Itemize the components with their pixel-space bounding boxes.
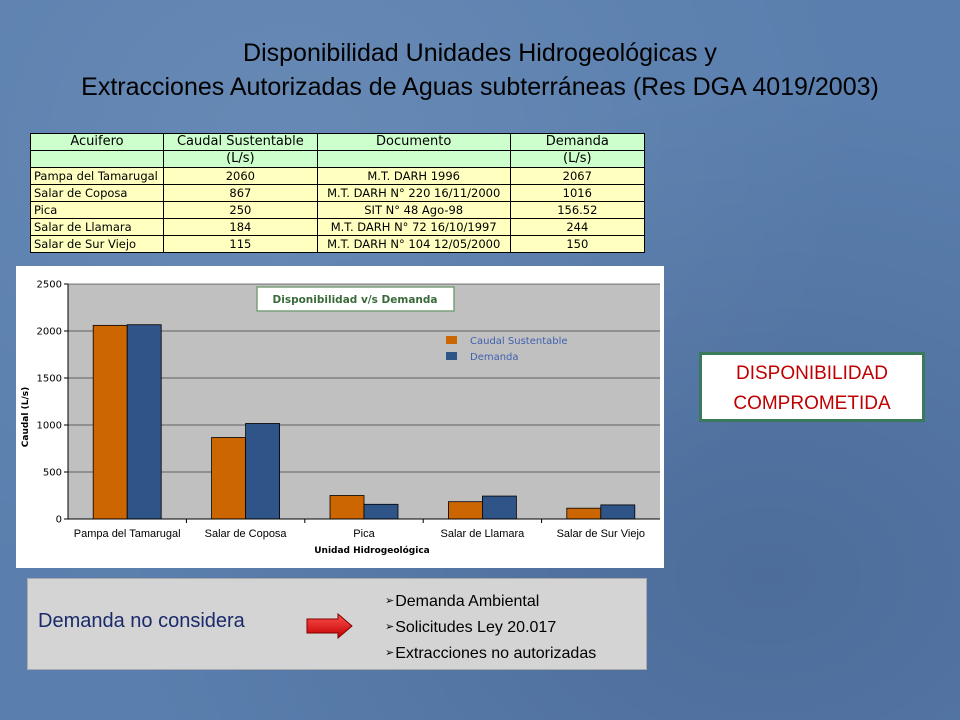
bar-chart: 0 500 1000 1500 2000 2500 Pampa del Tamarugal S… [21, 280, 660, 556]
cell-acuifero: Pampa del Tamarugal [30, 167, 164, 185]
table-header-row: Acuifero Caudal Sustentable Documento De… [30, 133, 646, 151]
cell-caudal: 115 [162, 235, 318, 253]
cell-acuifero: Salar de Llamara [30, 218, 164, 236]
note-box: Demanda no considera ➢Demanda Ambiental … [27, 578, 647, 670]
cell-documento: M.T. DARH N° 220 16/11/2000 [316, 184, 511, 202]
header-caudal: Caudal Sustentable [162, 133, 318, 151]
subheader-caudal: (L/s) [162, 150, 318, 168]
cell-acuifero: Salar de Coposa [30, 184, 164, 202]
bar-caudal [211, 437, 247, 520]
legend-label-demanda: Demanda [470, 352, 519, 363]
table-row: Pica 250 SIT N° 48 Ago-98 156.52 [30, 201, 646, 219]
chart-title-box: Disponibilidad v/s Demanda [256, 286, 455, 312]
bar-demanda [481, 495, 517, 520]
y-tick-label: 500 [43, 468, 62, 479]
x-axis-title: Unidad Hidrogeológica [314, 545, 430, 556]
chart-title: Disponibilidad v/s Demanda [273, 294, 438, 306]
callout-box: DISPONIBILIDAD COMPROMETIDA [699, 352, 925, 422]
header-acuifero: Acuifero [30, 133, 164, 151]
cell-documento: M.T. DARH N° 104 12/05/2000 [316, 235, 511, 253]
y-tick-label: 1500 [37, 374, 62, 385]
x-tick-label: Pampa del Tamarugal [74, 528, 181, 540]
list-item: ➢Extracciones no autorizadas [385, 643, 596, 669]
bar-demanda [126, 324, 162, 520]
legend-swatch-caudal [446, 336, 457, 344]
chevron-right-icon: ➢ [385, 595, 395, 607]
title-line-1: Disponibilidad Unidades Hidrogeológicas … [243, 39, 717, 67]
legend-label-caudal: Caudal Sustentable [470, 336, 568, 347]
callout-line-2: COMPROMETIDA [733, 393, 891, 414]
table-subheader-row: (L/s) (L/s) [30, 150, 646, 168]
chevron-right-icon: ➢ [385, 621, 395, 633]
subheader-demanda: (L/s) [509, 150, 646, 168]
table-row: Salar de Sur Viejo 115 M.T. DARH N° 104 … [30, 235, 646, 253]
bar-demanda [363, 503, 399, 520]
title-line-2: Extracciones Autorizadas de Aguas subter… [81, 73, 879, 101]
x-tick-label: Salar de Sur Viejo [557, 528, 645, 540]
acuifero-table: Acuifero Caudal Sustentable Documento De… [30, 133, 646, 253]
list-item: ➢Solicitudes Ley 20.017 [385, 617, 596, 643]
bar-demanda [600, 504, 636, 520]
list-item: ➢Demanda Ambiental [385, 591, 596, 617]
chart-panel: 0 500 1000 1500 2000 2500 Pampa del Tamarugal S… [16, 266, 664, 568]
bar-caudal [447, 501, 483, 520]
header-demanda: Demanda [509, 133, 646, 151]
bar-caudal [92, 324, 128, 520]
y-tick-label: 1000 [37, 421, 62, 432]
x-tick-label: Salar de Llamara [441, 528, 526, 540]
right-arrow-icon [306, 613, 353, 639]
legend: Caudal Sustentable Demanda [446, 336, 568, 363]
legend-swatch-demanda [446, 352, 457, 360]
note-list: ➢Demanda Ambiental ➢Solicitudes Ley 20.0… [385, 591, 596, 669]
cell-documento: SIT N° 48 Ago-98 [316, 201, 511, 219]
note-label: Demanda no considera [38, 610, 245, 632]
bar-caudal [329, 495, 365, 520]
callout-line-1: DISPONIBILIDAD [735, 363, 889, 384]
subheader-acuifero [30, 150, 164, 168]
cell-documento: M.T. DARH N° 72 16/10/1997 [316, 218, 511, 236]
cell-demanda: 1016 [509, 184, 646, 202]
chevron-right-icon: ➢ [385, 647, 395, 659]
table-row: Salar de Coposa 867 M.T. DARH N° 220 16/… [30, 184, 646, 202]
table-row: Salar de Llamara 184 M.T. DARH N° 72 16/… [30, 218, 646, 236]
slide-title: Disponibilidad Unidades Hidrogeológicas … [0, 36, 960, 104]
cell-demanda: 156.52 [509, 201, 646, 219]
subheader-documento [316, 150, 511, 168]
cell-documento: M.T. DARH 1996 [316, 167, 511, 185]
x-tick-label: Pica [353, 528, 375, 540]
cell-acuifero: Salar de Sur Viejo [30, 235, 164, 253]
list-item-text: Solicitudes Ley 20.017 [395, 619, 557, 636]
y-axis-title: Caudal (L/s) [21, 387, 31, 447]
bar-caudal [566, 507, 602, 520]
y-tick-label: 0 [56, 515, 62, 526]
table-row: Pampa del Tamarugal 2060 M.T. DARH 1996 … [30, 167, 646, 185]
cell-acuifero: Pica [30, 201, 164, 219]
list-item-text: Demanda Ambiental [395, 593, 540, 610]
cell-caudal: 184 [162, 218, 318, 236]
header-documento: Documento [316, 133, 511, 151]
plot-area [68, 284, 660, 519]
cell-caudal: 867 [162, 184, 318, 202]
list-item-text: Extracciones no autorizadas [395, 645, 597, 662]
bar-demanda [245, 423, 281, 520]
cell-demanda: 150 [509, 235, 646, 253]
y-tick-label: 2500 [37, 280, 62, 291]
cell-demanda: 2067 [509, 167, 646, 185]
cell-caudal: 250 [162, 201, 318, 219]
x-tick-label: Salar de Coposa [205, 528, 288, 540]
cell-demanda: 244 [509, 218, 646, 236]
cell-caudal: 2060 [162, 167, 318, 185]
y-tick-label: 2000 [37, 327, 62, 338]
